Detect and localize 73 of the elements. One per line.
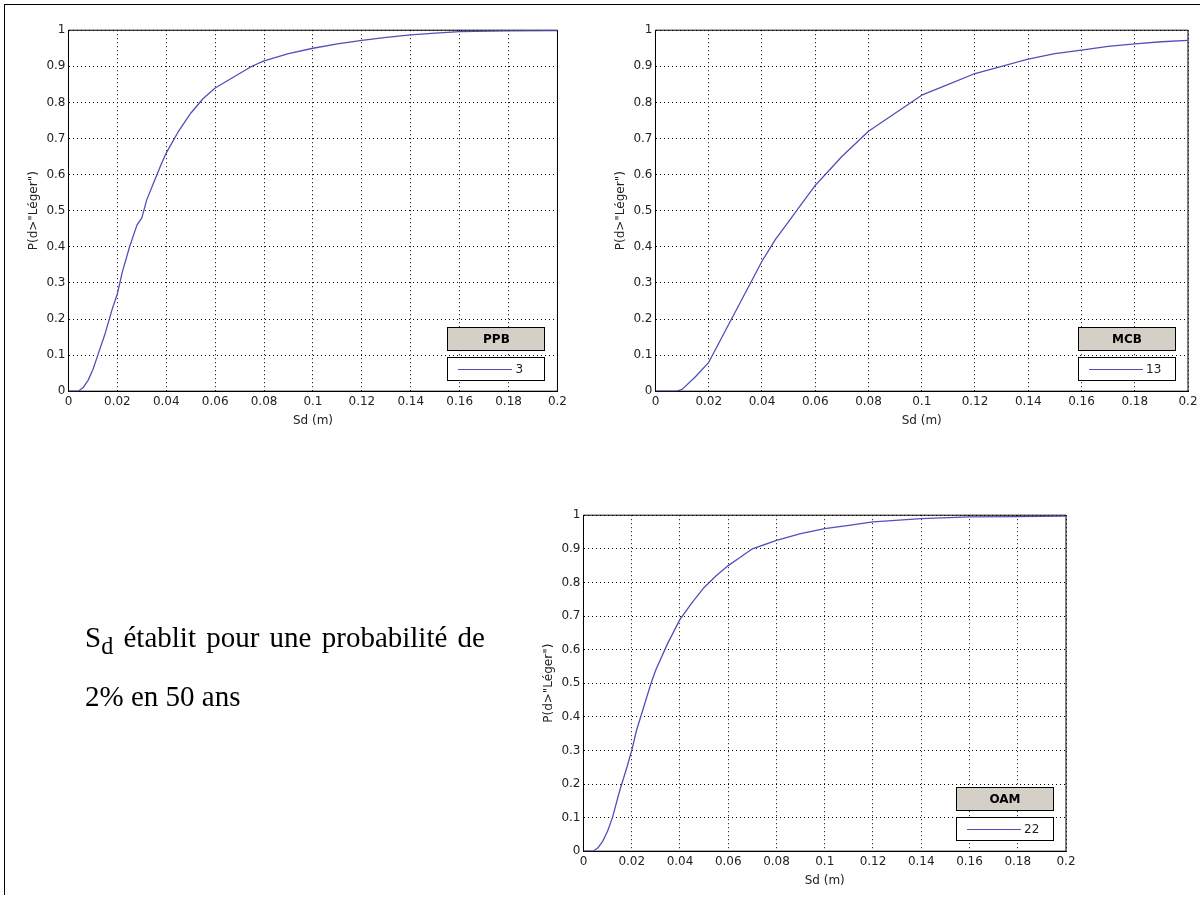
x-tick-label: 0.02 xyxy=(104,393,131,408)
y-axis-title: P(d>"Léger") xyxy=(26,171,41,251)
x-axis-title: Sd (m) xyxy=(804,872,845,887)
x-tick-label: 0.18 xyxy=(1121,393,1149,408)
y-tick-label: 0 xyxy=(57,383,66,398)
x-tick-label: 0.1 xyxy=(912,393,932,408)
x-tick-label: 0.14 xyxy=(1014,393,1042,408)
x-tick-label: 0.2 xyxy=(1178,393,1198,408)
y-tick-label: 0.8 xyxy=(46,94,66,109)
legend-label: 22 xyxy=(1024,822,1040,837)
x-tick-label: 0.06 xyxy=(201,393,229,408)
y-tick-label: 0.7 xyxy=(633,130,653,145)
x-tick-label: 0.14 xyxy=(397,393,425,408)
y-tick-label: 0.3 xyxy=(561,742,581,757)
y-tick-label: 0.7 xyxy=(46,130,66,145)
x-tick-label: 0.14 xyxy=(907,853,935,868)
x-tick-label: 0.18 xyxy=(1004,853,1032,868)
x-tick-label: 0.16 xyxy=(956,853,983,868)
x-tick-label: 0.12 xyxy=(348,393,376,408)
y-tick-label: 0.6 xyxy=(633,166,653,181)
y-tick-label: 0.8 xyxy=(633,94,653,109)
y-tick-label: 0.5 xyxy=(46,202,66,217)
y-tick-label: 0.1 xyxy=(633,347,653,362)
y-tick-label: 0.9 xyxy=(46,58,66,73)
y-tick-label: 0.9 xyxy=(633,58,653,73)
x-tick-label: 0.2 xyxy=(1056,853,1076,868)
x-tick-label: 0.1 xyxy=(303,393,323,408)
x-tick-label: 0.08 xyxy=(250,393,278,408)
y-tick-label: 1 xyxy=(57,22,66,37)
x-tick-label: 0.06 xyxy=(801,393,829,408)
y-tick-label: 0.3 xyxy=(633,275,653,290)
y-tick-label: 0.9 xyxy=(561,540,581,555)
y-tick-label: 0.2 xyxy=(46,311,66,326)
x-tick-label: 0.04 xyxy=(666,853,694,868)
x-tick-label: 0.18 xyxy=(495,393,522,408)
x-tick-label: 0.16 xyxy=(446,393,474,408)
x-tick-label: 0.12 xyxy=(961,393,989,408)
y-tick-label: 0.4 xyxy=(633,238,653,253)
y-tick-label: 1 xyxy=(644,22,653,37)
x-axis-title: Sd (m) xyxy=(901,412,942,427)
y-tick-label: 0.2 xyxy=(633,311,653,326)
x-tick-label: 0.08 xyxy=(855,393,882,408)
x-tick-label: 0.06 xyxy=(714,853,742,868)
y-tick-label: 0.6 xyxy=(46,166,66,181)
x-axis-title: Sd (m) xyxy=(292,412,334,427)
y-tick-label: 0 xyxy=(572,843,581,858)
y-tick-label: 0.3 xyxy=(46,275,66,290)
x-tick-label: 0.08 xyxy=(763,853,790,868)
y-tick-label: 0.7 xyxy=(561,608,581,623)
x-tick-label: 0.04 xyxy=(152,393,180,408)
legend-label: 3 xyxy=(515,362,524,377)
y-tick-label: 0.2 xyxy=(561,776,581,791)
legend-label: 13 xyxy=(1146,362,1162,377)
y-tick-label: 0.6 xyxy=(561,641,581,656)
y-tick-label: 0.8 xyxy=(561,574,581,589)
y-tick-label: 0 xyxy=(644,383,653,398)
x-tick-label: 0.2 xyxy=(547,393,567,408)
y-tick-label: 1 xyxy=(572,507,581,522)
y-axis-title: P(d>"Léger") xyxy=(613,171,628,251)
y-tick-label: 0.1 xyxy=(561,809,581,824)
x-tick-label: 0.02 xyxy=(695,393,723,408)
y-axis-title: P(d>"Léger") xyxy=(541,643,556,723)
x-tick-label: 0.04 xyxy=(748,393,776,408)
y-tick-label: 0.5 xyxy=(561,675,581,690)
x-tick-label: 0.12 xyxy=(859,853,887,868)
x-tick-label: 0.1 xyxy=(815,853,835,868)
y-tick-label: 0.4 xyxy=(561,708,581,723)
x-tick-label: 0.02 xyxy=(618,853,646,868)
text: S$_{d}$ établit pour une probabilité de 2% en 50 ans xyxy=(85,620,485,714)
x-tick-label: 0.16 xyxy=(1068,393,1095,408)
y-tick-label: 0.5 xyxy=(633,202,653,217)
y-tick-label: 0.1 xyxy=(46,347,66,362)
y-tick-label: 0.4 xyxy=(46,238,66,253)
